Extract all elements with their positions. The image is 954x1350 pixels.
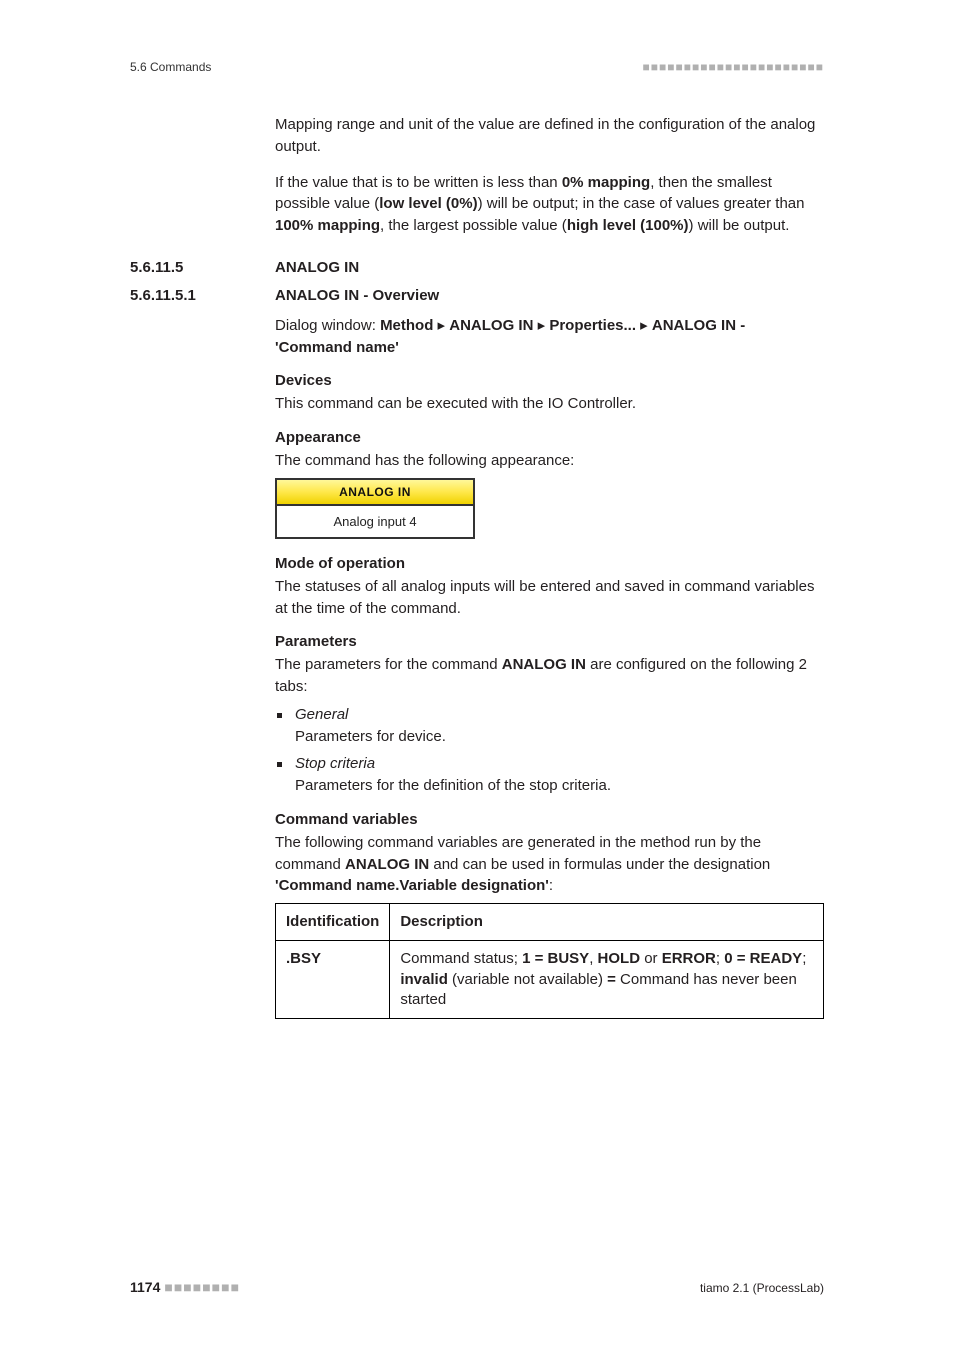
devices-heading: Devices [275,372,824,389]
product-label: tiamo 2.1 (ProcessLab) [700,1281,824,1295]
mode-text: The statuses of all analog inputs will b… [275,576,824,620]
table-row: .BSY Command status; 1 = BUSY, HOLD or E… [276,941,824,1019]
section-heading-1: 5.6.11.5 ANALOG IN [130,259,824,277]
appearance-heading: Appearance [275,429,824,446]
devices-text: This command can be executed with the IO… [275,393,824,415]
parameters-heading: Parameters [275,633,824,650]
command-variables-heading: Command variables [275,811,824,828]
page-content: Mapping range and unit of the value are … [130,114,824,1019]
mode-heading: Mode of operation [275,555,824,572]
page-header: 5.6 Commands ■■■■■■■■■■■■■■■■■■■■■■ [130,60,824,74]
param-desc: Parameters for device. [295,728,446,745]
page-number: 1174■■■■■■■■ [130,1279,240,1295]
list-item: General Parameters for device. [275,704,824,748]
intro-paragraph-1: Mapping range and unit of the value are … [275,114,824,158]
section-title-1: ANALOG IN [275,259,359,276]
section-heading-2: 5.6.11.5.1 ANALOG IN - Overview [130,287,824,305]
header-section: 5.6 Commands [130,60,211,74]
param-title: General [295,706,348,723]
param-title: Stop criteria [295,755,375,772]
analog-in-widget: ANALOG IN Analog input 4 [275,478,475,539]
col-identification: Identification [276,904,390,941]
command-variables-table: Identification Description .BSY Command … [275,903,824,1019]
parameters-list: General Parameters for device. Stop crit… [275,704,824,797]
header-separator: ■■■■■■■■■■■■■■■■■■■■■■ [643,60,824,74]
appearance-text: The command has the following appearance… [275,450,824,472]
list-item: Stop criteria Parameters for the definit… [275,753,824,797]
parameters-intro: The parameters for the command ANALOG IN… [275,654,824,698]
intro-paragraph-2: If the value that is to be written is le… [275,172,824,237]
section-title-2: ANALOG IN - Overview [275,287,439,304]
section-number-1: 5.6.11.5 [130,259,183,276]
table-header-row: Identification Description [276,904,824,941]
widget-value: Analog input 4 [277,506,473,537]
dialog-caption: Dialog window: Method ▸ ANALOG IN ▸ Prop… [275,315,824,359]
var-description: Command status; 1 = BUSY, HOLD or ERROR;… [390,941,824,1019]
param-desc: Parameters for the definition of the sto… [295,777,611,794]
command-variables-intro: The following command variables are gene… [275,832,824,897]
page-footer: 1174■■■■■■■■ tiamo 2.1 (ProcessLab) [130,1279,824,1295]
section-number-2: 5.6.11.5.1 [130,287,196,304]
widget-title: ANALOG IN [277,480,473,506]
var-id: .BSY [276,941,390,1019]
col-description: Description [390,904,824,941]
